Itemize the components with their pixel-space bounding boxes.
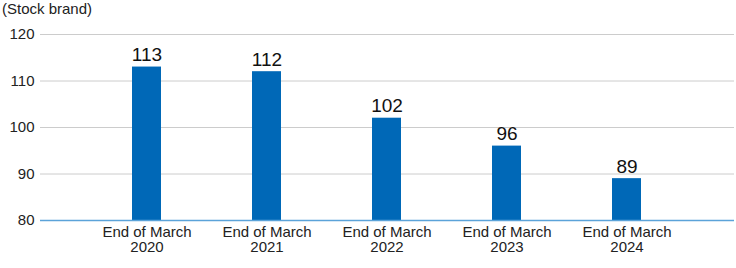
svg-text:80: 80 <box>18 211 35 228</box>
svg-text:113: 113 <box>132 44 162 65</box>
svg-text:90: 90 <box>18 165 35 182</box>
svg-text:96: 96 <box>496 123 517 144</box>
svg-text:End of March2022: End of March2022 <box>342 223 431 255</box>
svg-text:End of March2023: End of March2023 <box>462 223 551 255</box>
svg-text:End of March2021: End of March2021 <box>222 223 311 255</box>
svg-text:102: 102 <box>371 95 403 116</box>
svg-text:End of March2020: End of March2020 <box>102 223 191 255</box>
svg-text:110: 110 <box>11 72 35 89</box>
svg-text:89: 89 <box>616 156 637 177</box>
svg-text:100: 100 <box>9 118 34 135</box>
svg-text:112: 112 <box>252 49 282 70</box>
svg-text:120: 120 <box>9 25 34 42</box>
html-text:(Stock brand): (Stock brand) <box>2 0 92 17</box>
svg-text:End of March2024: End of March2024 <box>582 223 671 255</box>
